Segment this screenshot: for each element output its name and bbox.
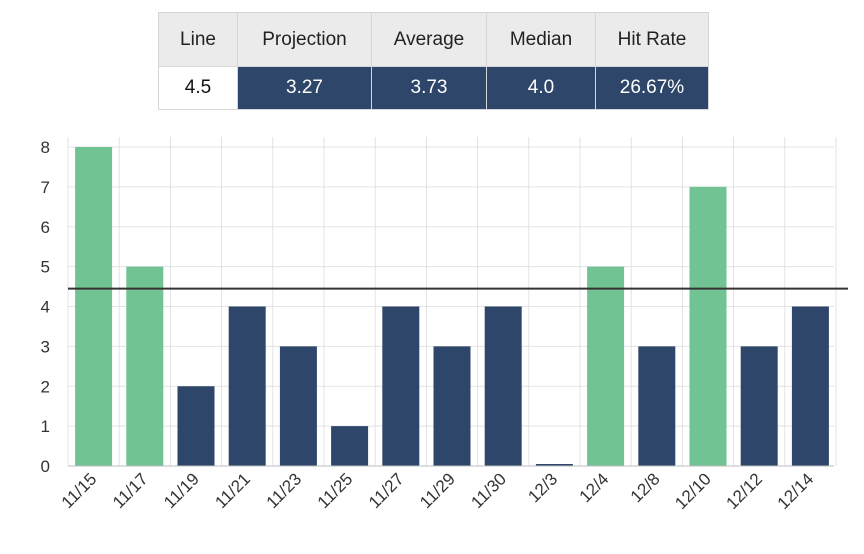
y-tick-label: 7 (41, 178, 50, 197)
y-tick-label: 6 (41, 218, 50, 237)
x-tick-label: 11/30 (467, 469, 510, 512)
x-tick-label: 11/23 (263, 469, 306, 512)
bar-12-14[interactable] (791, 306, 829, 467)
bar-11-27[interactable] (382, 306, 420, 467)
line-header: Line (158, 12, 238, 67)
line-value: 4.5 (158, 66, 238, 110)
hit-rate-header: Hit Rate (595, 12, 709, 67)
x-tick-label: 11/15 (58, 469, 101, 512)
x-tick-label: 11/27 (365, 469, 408, 512)
x-tick-label: 12/12 (723, 469, 767, 513)
x-tick-label: 12/4 (576, 469, 613, 506)
bar-11-19[interactable] (177, 386, 215, 466)
x-tick-label: 11/25 (314, 469, 357, 512)
bar-12-10[interactable] (689, 186, 727, 466)
projection-value: 3.27 (237, 66, 372, 110)
x-tick-label: 12/3 (524, 469, 561, 506)
median-value: 4.0 (486, 66, 596, 110)
stats-value-row: 4.5 3.27 3.73 4.0 26.67% (158, 66, 709, 110)
x-tick-label: 12/8 (627, 469, 664, 506)
median-header: Median (486, 12, 596, 67)
bars-layer (75, 147, 829, 466)
stats-table: Line Projection Average Median Hit Rate … (158, 12, 709, 110)
y-tick-label: 4 (41, 298, 50, 317)
y-tick-label: 8 (41, 138, 50, 157)
x-tick-label: 12/14 (774, 469, 818, 513)
y-tick-label: 5 (41, 258, 50, 277)
bar-11-25[interactable] (331, 426, 369, 466)
hit-rate-value: 26.67% (595, 66, 709, 110)
bar-12-8[interactable] (638, 346, 676, 466)
bar-11-23[interactable] (279, 346, 317, 466)
bar-11-21[interactable] (228, 306, 266, 467)
y-tick-label: 1 (41, 417, 50, 436)
x-tick-label: 11/19 (160, 469, 203, 512)
bar-12-3[interactable] (535, 464, 573, 466)
x-tick-label: 11/17 (109, 469, 152, 512)
x-tick-label: 11/29 (416, 469, 459, 512)
bar-12-4[interactable] (587, 266, 625, 466)
bar-12-12[interactable] (740, 346, 778, 466)
x-tick-label: 12/10 (671, 469, 715, 513)
y-tick-label: 2 (41, 377, 50, 396)
x-tick-label: 11/21 (211, 469, 254, 512)
bar-11-15[interactable] (75, 147, 113, 466)
bar-11-17[interactable] (126, 266, 164, 466)
y-tick-label: 0 (41, 457, 50, 476)
average-value: 3.73 (371, 66, 487, 110)
bar-11-29[interactable] (433, 346, 471, 466)
stats-header-row: Line Projection Average Median Hit Rate (158, 12, 709, 67)
y-tick-label: 3 (41, 337, 50, 356)
bar-11-30[interactable] (484, 306, 522, 467)
